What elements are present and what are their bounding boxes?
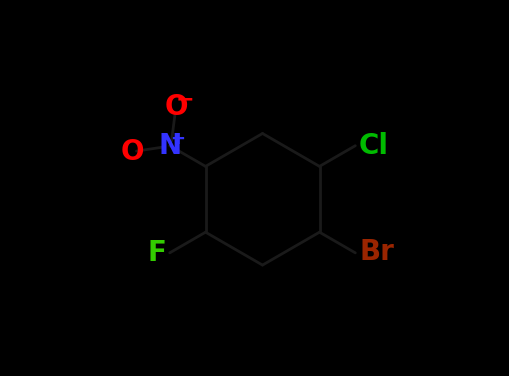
Text: Br: Br [358,238,393,266]
Text: −: − [175,89,193,110]
Text: +: + [170,130,185,148]
Text: Cl: Cl [358,132,387,160]
Text: O: O [164,93,188,121]
Text: F: F [148,239,166,267]
Text: N: N [158,132,181,160]
Text: O: O [121,138,144,166]
